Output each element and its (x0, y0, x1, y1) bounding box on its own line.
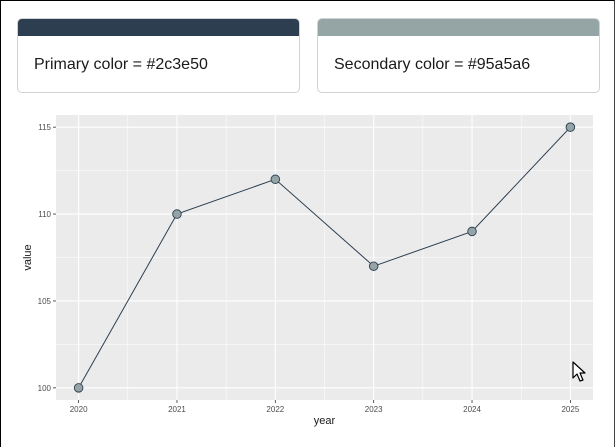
primary-color-label: Primary color = #2c3e50 (34, 56, 208, 73)
x-tick-label: 2025 (561, 405, 579, 414)
y-tick-label: 115 (38, 123, 51, 132)
data-point (73, 383, 84, 393)
minor-gridlines (56, 115, 593, 400)
mouse-pointer-icon (572, 361, 586, 382)
major-gridlines (56, 115, 593, 400)
secondary-color-header (318, 19, 599, 36)
series-line-layer (78, 126, 571, 389)
x-tick-label: 2023 (365, 405, 383, 414)
line-chart: 100 105 110 115 2020 2021 2022 2023 2024 2025 ye… (1, 101, 615, 448)
y-axis-title: value (22, 244, 34, 270)
secondary-color-label: Secondary color = #95a5a6 (334, 56, 531, 73)
x-tick-label: 2021 (168, 405, 186, 414)
series-line (78, 126, 571, 389)
x-axis-ticks: 2020 2021 2022 2023 2024 2025 (70, 400, 580, 414)
x-tick-label: 2024 (463, 405, 481, 414)
x-tick-label: 2020 (70, 405, 88, 414)
y-tick-label: 110 (38, 210, 51, 219)
x-tick-label: 2022 (266, 405, 284, 414)
y-tick-label: 100 (38, 384, 52, 393)
data-point (565, 122, 576, 132)
y-axis-ticks: 100 105 110 115 (38, 123, 56, 393)
data-point (368, 261, 379, 271)
series-points-layer (73, 122, 576, 393)
primary-color-card: Primary color = #2c3e50 (17, 18, 300, 93)
secondary-color-card: Secondary color = #95a5a6 (317, 18, 600, 93)
data-point (467, 226, 477, 237)
primary-color-header (18, 19, 299, 36)
x-axis-title: year (314, 415, 336, 427)
data-point (172, 209, 182, 219)
y-tick-label: 105 (38, 297, 52, 306)
data-point (270, 174, 281, 185)
